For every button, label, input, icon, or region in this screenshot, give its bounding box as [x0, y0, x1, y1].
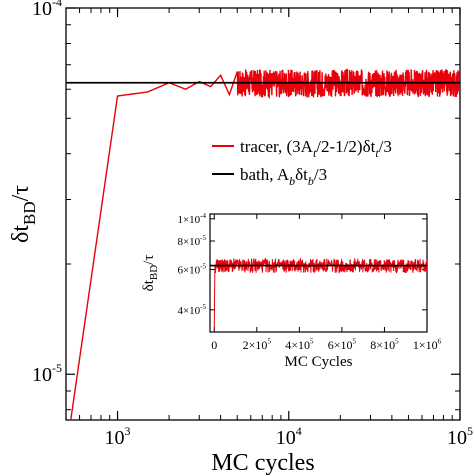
y-axis-label-main: δt [8, 225, 34, 243]
inset-x-tick-label-exp: 5 [310, 338, 314, 346]
y-tick-label: 10-4 [32, 0, 62, 20]
x-tick-label: 105 [447, 424, 473, 449]
inset-x-tick-label: 1×106 [413, 338, 442, 352]
inset-y-axis-label: δtBD/τ [141, 255, 160, 292]
inset-y-tick-label: 4×10-5 [177, 303, 206, 317]
y-axis-label-tail: /τ [8, 185, 34, 202]
x-tick-label-base: 10 [447, 427, 467, 449]
inset-x-tick-label: 6×105 [328, 338, 357, 352]
legend-sub: b [289, 174, 295, 188]
y-tick-label: 10-5 [32, 361, 62, 386]
inset-y-tick-label-base: 6×10 [177, 265, 200, 277]
legend-label-tracer: tracer, (3At/2-1/2)δtt/3 [240, 137, 392, 160]
inset-y-tick-label-exp: -4 [200, 212, 206, 220]
inset-y-tick-label-exp: -5 [200, 303, 206, 311]
inset-y-tick-label-exp: -5 [200, 263, 206, 271]
inset-x-tick-label: 0 [211, 338, 217, 352]
inset-plot-frame [209, 213, 428, 333]
inset-x-tick-label: 8×105 [370, 338, 399, 352]
inset-x-axis-label: MC Cycles [285, 354, 353, 370]
legend-sub: t [375, 146, 379, 160]
legend-text: δt [295, 165, 308, 184]
x-tick-label-base: 10 [276, 427, 296, 449]
main-series-group [66, 68, 460, 420]
x-tick-label-exp: 4 [296, 424, 302, 438]
inset-x-tick-label-base: 4×10 [285, 338, 310, 352]
y-tick-label-exp: -4 [52, 0, 62, 9]
legend-label-bath: bath, Abδtb/3 [240, 165, 327, 188]
inset-x-tick-label-exp: 6 [438, 338, 442, 346]
inset-y-axis-label-sub: BD [148, 265, 160, 280]
main-plot-frame [65, 7, 461, 421]
inset-y-tick-label-base: 1×10 [177, 214, 200, 226]
inset-x-tick-label-text: 0 [211, 338, 217, 352]
legend-text: tracer, (3A [240, 137, 314, 156]
inset-y-tick-label: 8×10-5 [177, 234, 206, 248]
inset-x-tick-label-exp: 5 [395, 338, 399, 346]
inset-series-group [210, 257, 427, 329]
legend-sub: t [313, 146, 317, 160]
x-tick-label: 103 [105, 424, 131, 449]
inset-x-tick-label: 4×105 [285, 338, 314, 352]
inset-y-axis-label-tail: /τ [141, 255, 157, 265]
inset-x-tick-label-base: 1×10 [413, 338, 438, 352]
y-axis-label-sub: BD [20, 201, 39, 225]
inset-x-tick-label-base: 6×10 [328, 338, 353, 352]
inset-x-tick-label-exp: 5 [353, 338, 357, 346]
legend-text: bath, A [240, 165, 290, 184]
inset-x-tick-label-base: 2×10 [243, 338, 268, 352]
x-tick-label-exp: 3 [125, 424, 131, 438]
legend-text: /3 [379, 137, 392, 156]
x-tick-label-base: 10 [105, 427, 125, 449]
inset-y-axis-label-main: δt [141, 279, 157, 291]
y-tick-label-base: 10 [32, 364, 52, 386]
legend-text: /3 [314, 165, 327, 184]
series-line-tracer [70, 68, 460, 420]
x-tick-label: 104 [276, 424, 302, 449]
inset-x-tick-label-base: 8×10 [370, 338, 395, 352]
y-axis-label: δtBD/τ [8, 185, 39, 243]
legend-sub: b [308, 174, 314, 188]
legend-text: /2-1/2)δt [316, 137, 375, 156]
y-tick-label-exp: -5 [52, 361, 62, 375]
inset-y-tick-label: 6×10-5 [177, 263, 206, 277]
inset-y-tick-label-base: 8×10 [177, 236, 200, 248]
inset-x-tick-label: 2×105 [243, 338, 272, 352]
x-tick-label-exp: 5 [467, 424, 473, 438]
x-axis-label: MC cycles [211, 450, 314, 476]
inset-y-tick-label: 1×10-4 [177, 212, 206, 226]
y-tick-label-base: 10 [32, 0, 52, 20]
inset-y-tick-label-exp: -5 [200, 234, 206, 242]
inset-y-tick-label-base: 4×10 [177, 305, 200, 317]
inset-x-tick-label-exp: 5 [267, 338, 271, 346]
